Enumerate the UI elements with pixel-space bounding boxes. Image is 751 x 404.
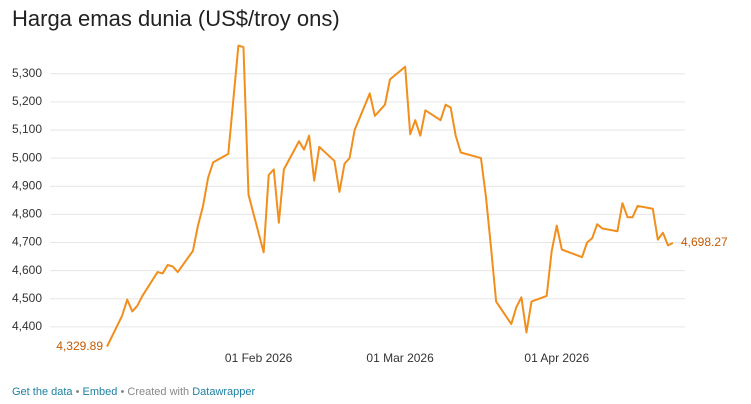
embed-link[interactable]: Embed: [82, 386, 118, 398]
y-tick-label: 5,200: [12, 94, 42, 108]
get-data-link[interactable]: Get the data: [12, 386, 73, 398]
x-tick-label: 01 Mar 2026: [366, 351, 434, 365]
price-line: [106, 44, 674, 348]
y-tick-label: 5,300: [12, 66, 42, 80]
x-tick-label: 01 Apr 2026: [524, 351, 589, 365]
chart-title: Harga emas dunia (US$/troy ons): [12, 6, 340, 31]
y-tick-label: 5,100: [12, 122, 42, 136]
y-tick-label: 4,900: [12, 178, 42, 192]
separator: •: [75, 386, 80, 398]
y-tick-label: 4,400: [12, 319, 42, 333]
datawrapper-link[interactable]: Datawrapper: [192, 386, 256, 398]
value-label: 4,698.27: [681, 235, 728, 249]
y-tick-label: 5,000: [12, 150, 42, 164]
y-tick-label: 4,700: [12, 235, 42, 249]
x-tick-label: 01 Feb 2026: [225, 351, 293, 365]
separator: •: [120, 386, 125, 398]
footer: Get the data • Embed • Created with Data…: [12, 386, 255, 398]
chart: Harga emas dunia (US$/troy ons) 4,400 4,5…: [12, 6, 728, 365]
y-tick-label: 4,800: [12, 207, 42, 221]
y-tick-label: 4,600: [12, 263, 42, 277]
value-label: 4,329.89: [56, 339, 103, 353]
y-tick-label: 4,500: [12, 291, 42, 305]
credit: Created with: [127, 386, 190, 398]
